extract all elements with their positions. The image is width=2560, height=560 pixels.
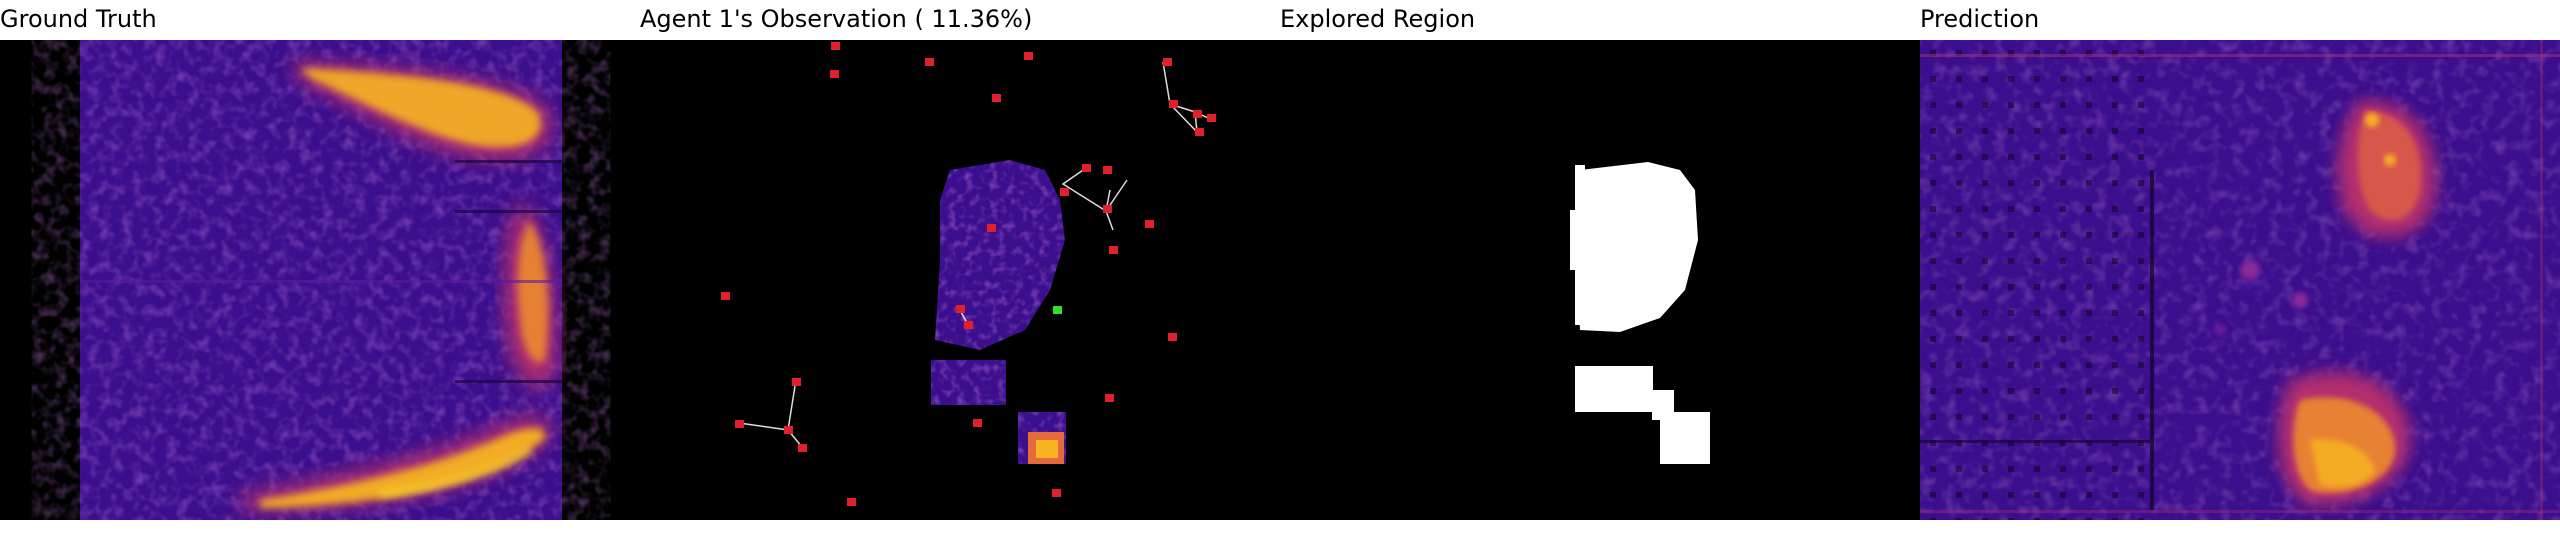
- agent-marker: [798, 444, 807, 452]
- agent-marker: [956, 305, 965, 313]
- explored-area: [1575, 366, 1653, 412]
- agent-marker: [1103, 205, 1112, 213]
- agent-marker: [987, 224, 996, 232]
- observation-title: Agent 1's Observation ( 11.36%): [640, 5, 1033, 33]
- agent-marker: [1060, 188, 1069, 196]
- agent-marker: [1193, 110, 1202, 118]
- ground-truth-heatmap: [80, 40, 562, 520]
- agent-marker: [735, 420, 744, 428]
- agent-marker: [1195, 128, 1204, 136]
- agent-marker: [1052, 489, 1061, 497]
- agent-marker: [1169, 100, 1178, 108]
- explored-region-title: Explored Region: [1280, 5, 1476, 33]
- agent-marker: [1163, 58, 1172, 66]
- self-agent-marker: [1053, 306, 1062, 314]
- prediction-heatmap: [1920, 40, 2560, 520]
- agent-marker: [992, 94, 1001, 102]
- agent-marker: [792, 378, 801, 386]
- agent-marker: [847, 498, 856, 506]
- explored-area: [1660, 412, 1710, 464]
- agent-marker: [1109, 246, 1118, 254]
- prediction-title: Prediction: [1920, 5, 2040, 33]
- agent-marker: [721, 292, 730, 300]
- prediction-panel: [1920, 40, 2560, 520]
- agent-markers: [721, 42, 1216, 506]
- explored-area: [1578, 162, 1698, 332]
- agent-marker: [784, 426, 793, 434]
- agent-marker: [1105, 394, 1114, 402]
- agent-marker: [1082, 164, 1091, 172]
- explored-mask: [1570, 162, 1710, 464]
- agent-marker: [1207, 114, 1216, 122]
- agent-marker: [1024, 52, 1033, 60]
- agent-marker: [925, 58, 934, 66]
- agent-marker: [1168, 333, 1177, 341]
- explored-panel: [1280, 40, 1920, 520]
- agent-marker: [1103, 166, 1112, 174]
- agent-marker: [973, 419, 982, 427]
- ground-truth-panel: [0, 40, 640, 520]
- agent-marker: [1145, 220, 1154, 228]
- agent-marker: [831, 42, 840, 50]
- ground-truth-title: Ground Truth: [0, 5, 157, 33]
- agent-marker: [964, 321, 973, 329]
- agent-marker: [830, 70, 839, 78]
- observation-panel: [640, 40, 1280, 520]
- observation-map: [721, 42, 1216, 506]
